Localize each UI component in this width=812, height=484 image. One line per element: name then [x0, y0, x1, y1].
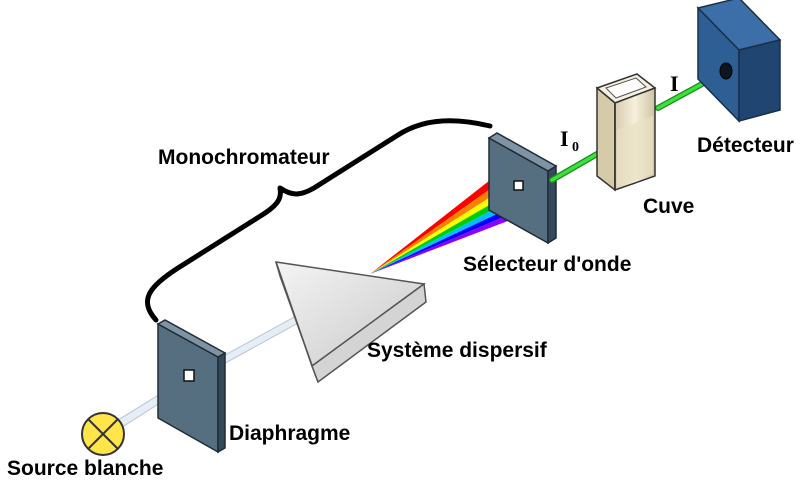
cuvette [595, 73, 657, 192]
cuvette-label: Cuve [643, 195, 694, 218]
spectrum-band [370, 185, 516, 274]
diaphragm [156, 319, 227, 454]
spectrum-fan [370, 177, 544, 274]
transmitted-beam-label: I [670, 71, 679, 96]
wavelength-selector [487, 132, 558, 245]
source-label: Source blanche [7, 457, 163, 480]
spectrum-band [370, 198, 537, 274]
spectrum-band [370, 177, 502, 274]
dispersive-system-label: Système dispersif [367, 339, 548, 362]
detector-label: Détecteur [697, 134, 794, 157]
monochromator-label: Monochromateur [158, 146, 330, 169]
incident-beam-label: I [560, 126, 569, 151]
wavelength-selector-label: Sélecteur d'onde [463, 253, 631, 276]
spectrum-band [370, 181, 509, 274]
dispersive-prism [274, 261, 427, 384]
diaphragm-label: Diaphragme [229, 422, 350, 445]
white-light-source [81, 412, 125, 456]
incident-beam-subscript: 0 [572, 140, 579, 155]
spectrum-band [370, 194, 530, 274]
monochromator-brace [145, 118, 493, 323]
spectrum-band [370, 189, 523, 274]
spectrum-band [370, 202, 544, 274]
detector [696, 0, 782, 123]
